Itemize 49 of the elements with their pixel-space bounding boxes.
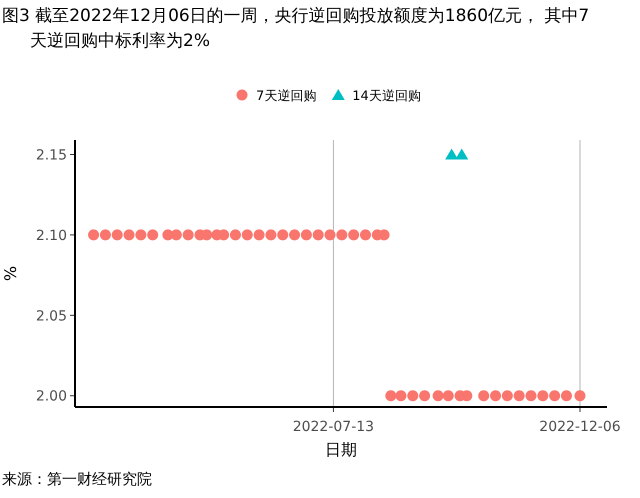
y-tick-label: 2.15 <box>36 147 67 164</box>
x-tick-label: 2022-07-13 <box>292 419 374 435</box>
point <box>385 390 396 402</box>
source-note: 来源：第一财经研究院 <box>2 470 152 488</box>
point <box>112 229 123 240</box>
point <box>490 390 502 402</box>
y-tick-label: 2.00 <box>36 388 67 405</box>
point <box>265 229 276 240</box>
point <box>502 390 513 402</box>
point <box>300 229 312 240</box>
chart-title: 图3 截至2022年12月06日的一周，央行逆回购投放额度为1860亿元， 其中7天逆回购中标利率为2% <box>2 5 590 53</box>
point <box>124 229 135 240</box>
point <box>100 229 111 240</box>
point <box>395 390 406 402</box>
point <box>407 390 418 402</box>
x-axis-title: 日期 <box>325 440 357 459</box>
y-tick-label: 2.10 <box>36 228 67 244</box>
point <box>135 229 146 240</box>
point <box>432 390 444 402</box>
legend-label: 7天逆回购 <box>256 89 316 104</box>
point <box>514 390 525 402</box>
point <box>537 390 548 402</box>
point <box>336 229 348 240</box>
point <box>560 390 572 402</box>
y-tick-label: 2.05 <box>36 308 67 324</box>
point <box>442 390 454 402</box>
point <box>170 229 182 240</box>
point <box>147 229 158 240</box>
x-tick-label: 2022-12-06 <box>539 419 621 435</box>
point <box>324 229 336 240</box>
point <box>526 390 536 402</box>
point <box>254 229 265 240</box>
point <box>277 229 288 240</box>
point <box>549 390 560 402</box>
legend-label: 14天逆回购 <box>352 89 421 104</box>
point <box>360 229 371 240</box>
point <box>348 229 360 240</box>
point <box>445 148 458 160</box>
y-axis-title: % <box>1 266 20 282</box>
point <box>230 229 241 240</box>
point <box>289 229 300 240</box>
point <box>242 229 253 240</box>
point <box>88 229 100 240</box>
point <box>574 390 586 402</box>
point <box>182 229 194 240</box>
point <box>419 390 430 402</box>
point <box>455 148 468 160</box>
point <box>478 390 490 402</box>
point <box>312 229 324 240</box>
